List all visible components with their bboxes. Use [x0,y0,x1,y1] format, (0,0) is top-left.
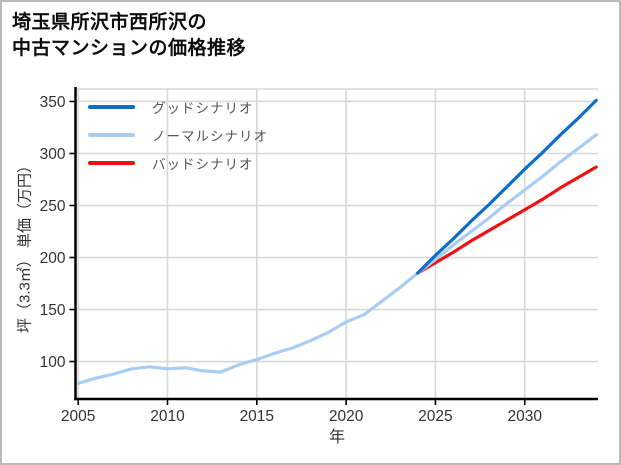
normal-scenario-line-swatch [88,133,135,137]
y-tick-label: 350 [40,94,66,111]
title-line-2: 中古マンションの価格推移 [12,37,247,59]
y-tick-label: 150 [40,302,66,319]
x-tick-label: 2010 [150,408,185,425]
x-tick-label: 2025 [418,408,452,425]
legend-item-bad-scenario: バッドシナリオ [88,149,268,177]
x-axis-title: 年 [328,429,345,446]
bad-scenario-line [416,165,598,275]
legend-item-normal-scenario: ノーマルシナリオ [88,121,268,149]
x-tick-label: 2005 [61,408,95,425]
history-line [76,271,420,385]
legend-label: ノーマルシナリオ [152,129,268,144]
y-tick-label: 250 [40,198,66,215]
bad-scenario-line-swatch [88,161,135,165]
legend-label: グッドシナリオ [152,101,254,116]
x-tick-label: 2030 [508,408,543,425]
good-scenario-line [416,98,598,275]
x-tick-label: 2015 [240,408,274,425]
y-tick-label: 200 [40,250,66,267]
normal-scenario-line [416,133,598,275]
page-title: 埼玉県所沢市西所沢の 中古マンションの価格推移 [12,10,246,61]
y-axis-title: 坪（3.3㎡） 単価（万円） [16,157,34,334]
good-scenario-line-swatch [88,105,135,109]
title-line-1: 埼玉県所沢市西所沢の [12,12,208,33]
x-tick-label: 2020 [329,408,364,425]
legend-label: バッドシナリオ [152,157,254,172]
legend: グッドシナリオ ノーマルシナリオ バッドシナリオ [88,93,268,177]
y-tick-label: 100 [40,354,66,371]
legend-item-good-scenario: グッドシナリオ [88,93,268,121]
y-tick-label: 300 [40,146,66,163]
